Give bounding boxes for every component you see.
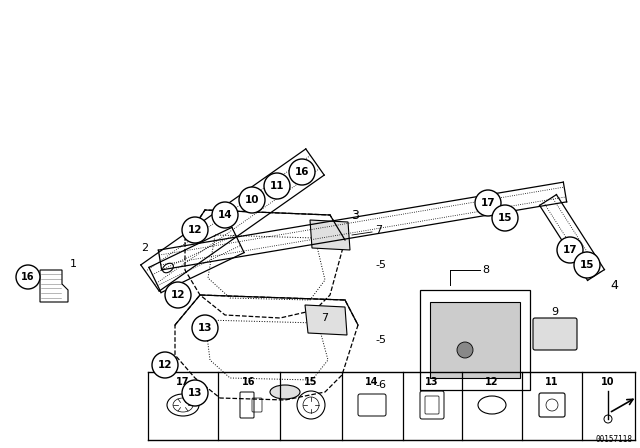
Circle shape	[192, 315, 218, 341]
Text: 16: 16	[295, 167, 309, 177]
Text: 16: 16	[21, 272, 35, 282]
Ellipse shape	[270, 385, 300, 399]
Text: 11: 11	[545, 377, 559, 387]
Text: 15: 15	[580, 260, 595, 270]
Polygon shape	[310, 220, 350, 250]
Text: 17: 17	[563, 245, 577, 255]
Text: 14: 14	[218, 210, 232, 220]
Text: 3: 3	[351, 208, 359, 221]
Text: 00157118: 00157118	[595, 435, 632, 444]
Text: 10: 10	[244, 195, 259, 205]
FancyBboxPatch shape	[533, 318, 577, 350]
Circle shape	[264, 173, 290, 199]
Text: 13: 13	[188, 388, 202, 398]
Text: 13: 13	[198, 323, 212, 333]
Text: 15: 15	[304, 377, 317, 387]
Text: 7: 7	[321, 313, 328, 323]
Text: 7: 7	[375, 225, 382, 235]
Text: -5: -5	[375, 335, 386, 345]
Circle shape	[574, 252, 600, 278]
Circle shape	[165, 282, 191, 308]
Text: 12: 12	[171, 290, 185, 300]
Text: 1: 1	[70, 259, 77, 269]
Text: 12: 12	[188, 225, 202, 235]
Circle shape	[492, 205, 518, 231]
Text: 9: 9	[552, 307, 559, 317]
Text: -6: -6	[375, 380, 386, 390]
Text: 2: 2	[141, 243, 148, 253]
Circle shape	[239, 187, 265, 213]
Text: 4: 4	[610, 279, 618, 292]
Text: 12: 12	[485, 377, 499, 387]
Text: -5: -5	[375, 260, 386, 270]
Circle shape	[212, 202, 238, 228]
Circle shape	[182, 217, 208, 243]
Circle shape	[289, 159, 315, 185]
Text: 8: 8	[482, 265, 489, 275]
Text: 14: 14	[365, 377, 379, 387]
Polygon shape	[430, 302, 520, 378]
Polygon shape	[305, 305, 347, 335]
Circle shape	[152, 352, 178, 378]
Circle shape	[16, 265, 40, 289]
Text: 11: 11	[269, 181, 284, 191]
Text: 17: 17	[481, 198, 495, 208]
Circle shape	[182, 380, 208, 406]
Text: 12: 12	[157, 360, 172, 370]
Circle shape	[475, 190, 501, 216]
Text: 16: 16	[243, 377, 256, 387]
Circle shape	[457, 342, 473, 358]
Text: 15: 15	[498, 213, 512, 223]
Text: 17: 17	[176, 377, 189, 387]
Circle shape	[557, 237, 583, 263]
Text: 13: 13	[425, 377, 439, 387]
Text: 10: 10	[601, 377, 615, 387]
